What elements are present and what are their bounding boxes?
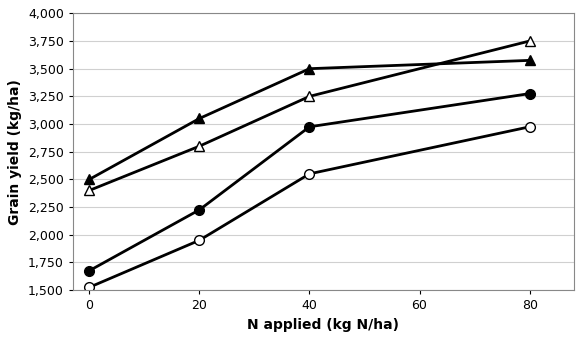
Wheat high N	[526, 58, 533, 63]
Line: Wheat low N: Wheat low N	[84, 89, 534, 276]
Barley low N	[526, 125, 533, 129]
Barley high N	[196, 144, 203, 148]
Wheat low N	[86, 269, 93, 273]
Barley low N	[196, 238, 203, 242]
Wheat high N	[306, 67, 313, 71]
Line: Wheat high N: Wheat high N	[84, 55, 534, 184]
Wheat low N	[526, 91, 533, 96]
Wheat low N	[196, 208, 203, 212]
Barley low N	[306, 172, 313, 176]
Barley high N	[306, 94, 313, 98]
Line: Barley high N: Barley high N	[84, 36, 534, 195]
X-axis label: N applied (kg N/ha): N applied (kg N/ha)	[247, 318, 399, 332]
Wheat low N	[306, 125, 313, 129]
Wheat high N	[196, 117, 203, 121]
Barley low N	[86, 285, 93, 289]
Line: Barley low N: Barley low N	[84, 122, 534, 292]
Barley high N	[86, 188, 93, 192]
Barley high N	[526, 39, 533, 43]
Wheat high N	[86, 177, 93, 182]
Y-axis label: Grain yield (kg/ha): Grain yield (kg/ha)	[8, 79, 22, 225]
